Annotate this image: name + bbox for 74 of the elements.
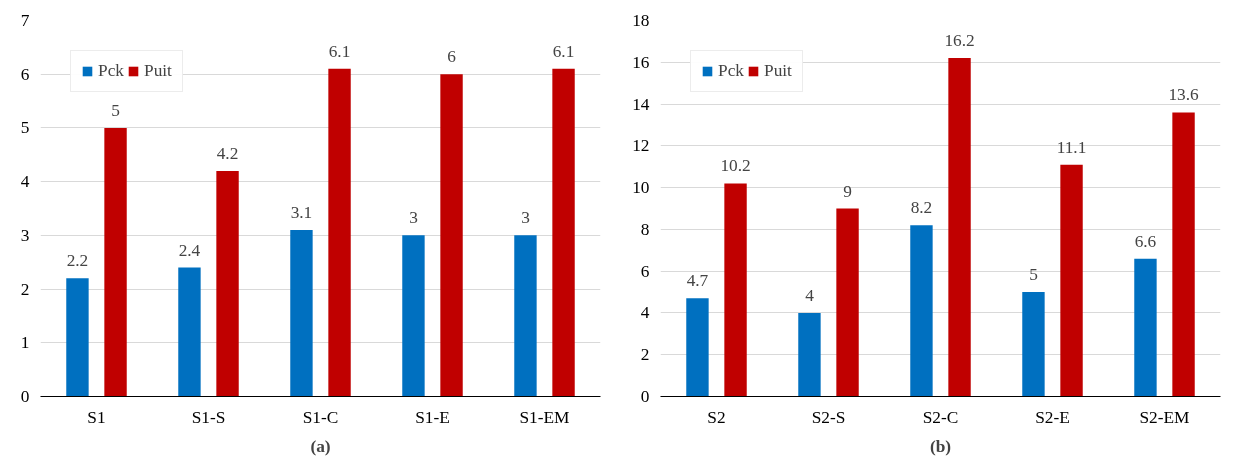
bar — [1060, 164, 1083, 397]
x-tick-label: S2-EM — [1139, 407, 1190, 427]
data-label: 11.1 — [1056, 137, 1087, 157]
legend-label: Pck — [98, 61, 124, 81]
y-tick-label: 1 — [20, 333, 30, 353]
data-label: 6.6 — [1134, 231, 1157, 251]
y-tick-label: 4 — [20, 172, 30, 192]
data-label: 4.7 — [686, 271, 709, 291]
data-label: 6.1 — [552, 41, 575, 61]
y-tick-label: 2 — [640, 345, 650, 365]
bar — [1134, 258, 1157, 397]
legend-label: Puit — [144, 61, 172, 81]
bar — [724, 183, 747, 397]
bar — [440, 74, 463, 397]
text: (b) — [929, 436, 952, 456]
data-label: 5 — [111, 100, 120, 120]
bar — [1022, 292, 1045, 397]
y-tick-label: 18 — [632, 11, 650, 30]
bar — [178, 267, 201, 397]
data-label: 4 — [805, 285, 815, 305]
data-label: 6 — [447, 47, 457, 67]
bar — [948, 58, 971, 397]
x-tick-label: S1-EM — [519, 407, 570, 427]
bar — [216, 170, 239, 397]
y-tick-label: 4 — [640, 303, 650, 323]
y-tick-label: 3 — [20, 225, 30, 245]
bar — [66, 278, 89, 397]
x-tick-label: S2-C — [922, 407, 959, 427]
y-tick-label: 6 — [20, 64, 30, 84]
bar — [514, 235, 537, 397]
x-tick-label: S1-S — [191, 407, 226, 427]
data-label: 10.2 — [720, 156, 751, 176]
data-label: 9 — [843, 181, 852, 201]
bar — [552, 68, 575, 397]
y-tick-label: 8 — [640, 219, 650, 239]
bar — [1172, 112, 1195, 397]
bar — [104, 127, 127, 397]
bar — [402, 235, 425, 397]
bar — [836, 208, 859, 397]
bar — [798, 312, 821, 397]
data-label: 3 — [409, 208, 418, 228]
y-tick-label: 0 — [640, 387, 650, 406]
y-tick-label: 14 — [632, 94, 650, 114]
data-label: 13.6 — [1168, 85, 1200, 105]
x-tick-label: S1-E — [415, 407, 450, 427]
data-label: 6.1 — [328, 41, 351, 61]
text: (a) — [310, 436, 331, 456]
data-label: 3.1 — [290, 202, 313, 222]
y-tick-label: 7 — [20, 11, 30, 30]
x-tick-label: S1 — [87, 407, 106, 427]
y-tick-label: 2 — [20, 279, 30, 299]
y-tick-label: 6 — [640, 261, 650, 281]
y-tick-label: 10 — [632, 178, 650, 198]
data-label: 2.4 — [178, 240, 201, 260]
data-label: 3 — [521, 208, 530, 228]
y-tick-label: 12 — [632, 136, 650, 156]
x-tick-label: S1-C — [302, 407, 339, 427]
bar — [910, 225, 933, 397]
x-tick-label: S2 — [707, 407, 726, 427]
bar — [686, 298, 709, 397]
bar — [290, 229, 313, 397]
x-tick-label: S2-S — [811, 407, 846, 427]
y-tick-label: 5 — [20, 118, 30, 138]
y-tick-label: 0 — [20, 387, 30, 406]
data-label: 8.2 — [910, 198, 933, 218]
y-tick-label: 16 — [632, 52, 650, 72]
legend-label: Puit — [764, 61, 792, 81]
data-label: 5 — [1029, 265, 1038, 285]
bar — [328, 68, 351, 397]
data-label: 2.2 — [66, 251, 89, 271]
data-label: 4.2 — [216, 143, 239, 163]
legend-label: Pck — [718, 61, 744, 81]
data-label: 16.2 — [944, 31, 975, 51]
x-tick-label: S2-E — [1035, 407, 1070, 427]
